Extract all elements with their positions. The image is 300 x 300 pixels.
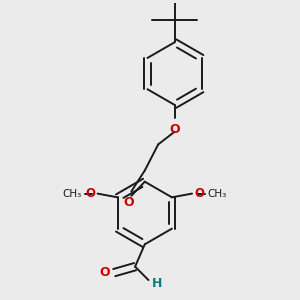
Text: CH₃: CH₃	[208, 189, 227, 199]
Text: O: O	[85, 187, 95, 200]
Text: O: O	[169, 123, 180, 136]
Text: H: H	[152, 277, 162, 290]
Text: O: O	[194, 187, 204, 200]
Text: O: O	[124, 196, 134, 209]
Text: O: O	[99, 266, 110, 279]
Text: CH₃: CH₃	[63, 189, 82, 199]
